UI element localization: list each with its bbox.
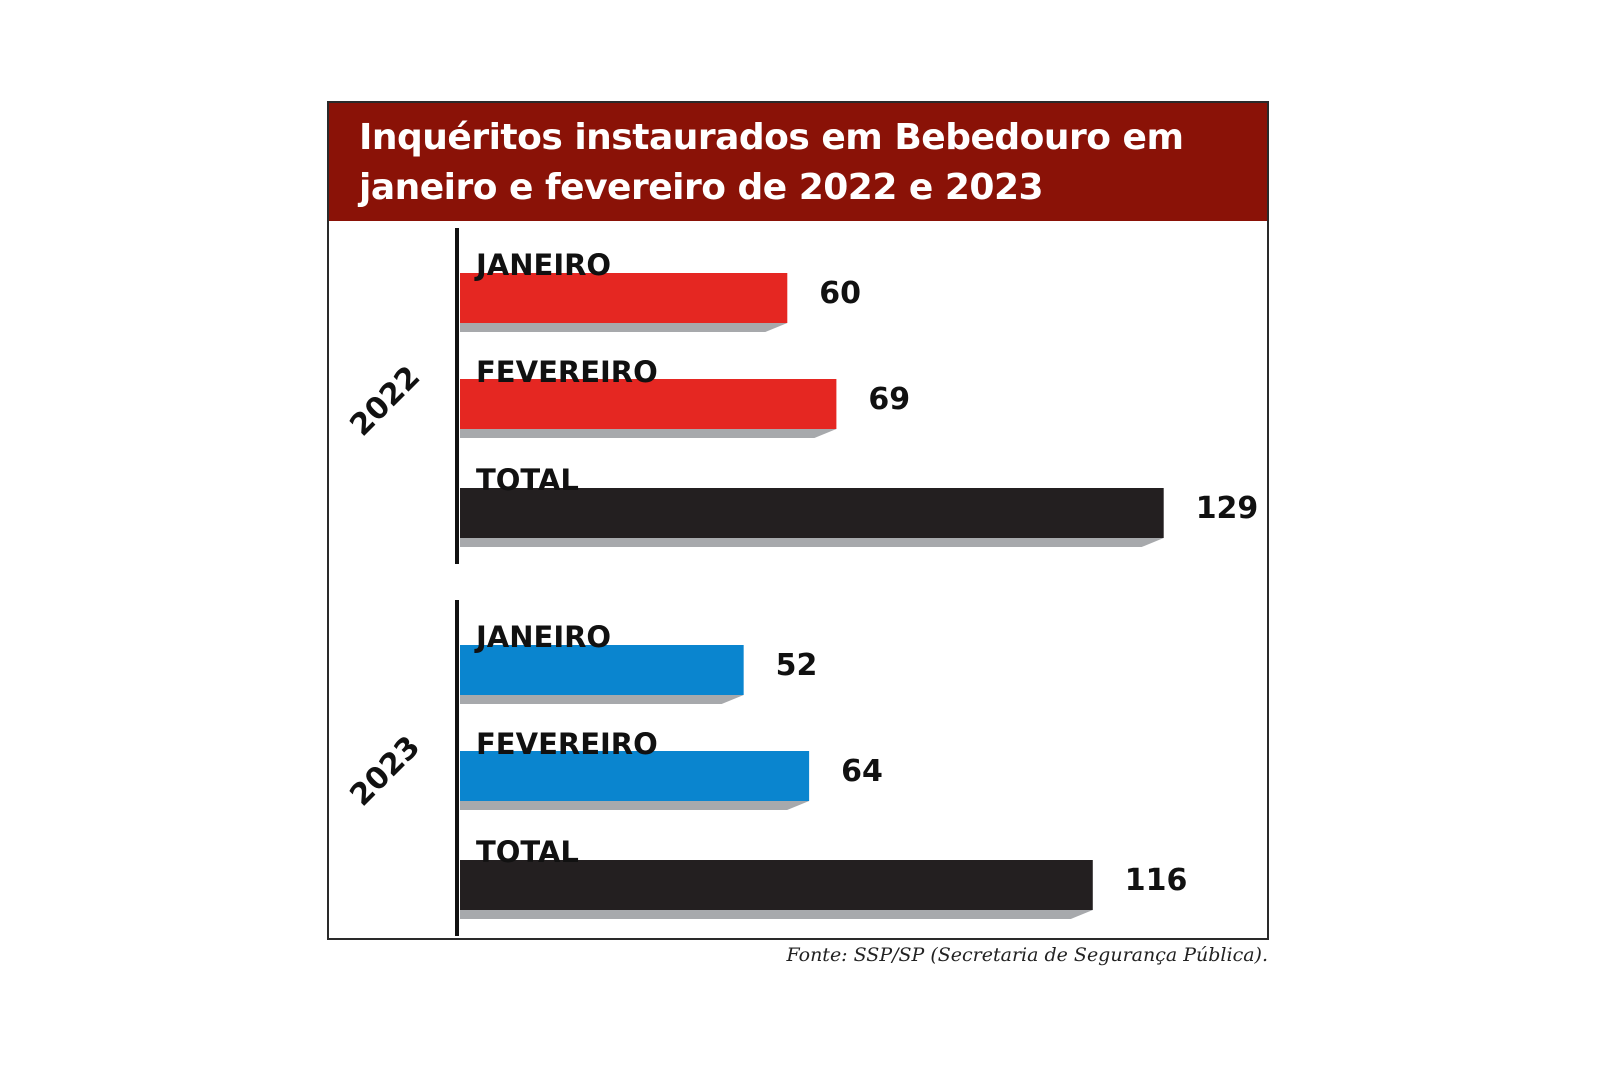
value-label-2023-janeiro: 52 — [776, 648, 818, 683]
source-note: Fonte: SSP/SP (Secretaria de Segurança P… — [786, 944, 1268, 966]
bar-shadow-2022-fevereiro — [460, 429, 837, 438]
value-label-2023-fevereiro: 64 — [841, 754, 883, 789]
chart-title-line-1: Inquéritos instaurados em Bebedouro em — [359, 117, 1184, 158]
value-label-2023-total: 116 — [1125, 863, 1188, 898]
bar-label-2022-janeiro: JANEIRO — [474, 248, 611, 282]
bar-2023-total — [460, 860, 1093, 910]
chart-title-line-2: janeiro e fevereiro de 2022 e 2023 — [359, 167, 1044, 208]
bar-shadow-2022-janeiro — [460, 323, 788, 332]
bar-2022-total — [460, 488, 1164, 538]
bar-shadow-2023-total — [460, 910, 1093, 919]
bar-label-2022-fevereiro: FEVEREIRO — [476, 355, 658, 389]
bar-label-2022-total: TOTAL — [476, 463, 579, 497]
bar-label-2023-total: TOTAL — [476, 835, 579, 869]
bar-shadow-2023-janeiro — [460, 695, 744, 704]
bar-label-2023-janeiro: JANEIRO — [474, 620, 611, 654]
bar-2023-janeiro — [460, 645, 744, 695]
bar-2022-fevereiro — [460, 379, 837, 429]
value-label-2022-fevereiro: 69 — [868, 382, 910, 417]
bar-label-2023-fevereiro: FEVEREIRO — [476, 727, 658, 761]
title-band: Inquéritos instaurados em Bebedouro em j… — [329, 103, 1267, 221]
bar-shadow-2022-total — [460, 538, 1164, 547]
value-label-2022-janeiro: 60 — [819, 276, 861, 311]
bar-2023-fevereiro — [460, 751, 810, 801]
group-label-2023: 2023 — [343, 729, 427, 813]
group-label-2022: 2022 — [343, 359, 427, 443]
bar-shadow-2023-fevereiro — [460, 801, 810, 810]
value-label-2022-total: 129 — [1196, 491, 1259, 526]
bar-2022-janeiro — [460, 273, 788, 323]
